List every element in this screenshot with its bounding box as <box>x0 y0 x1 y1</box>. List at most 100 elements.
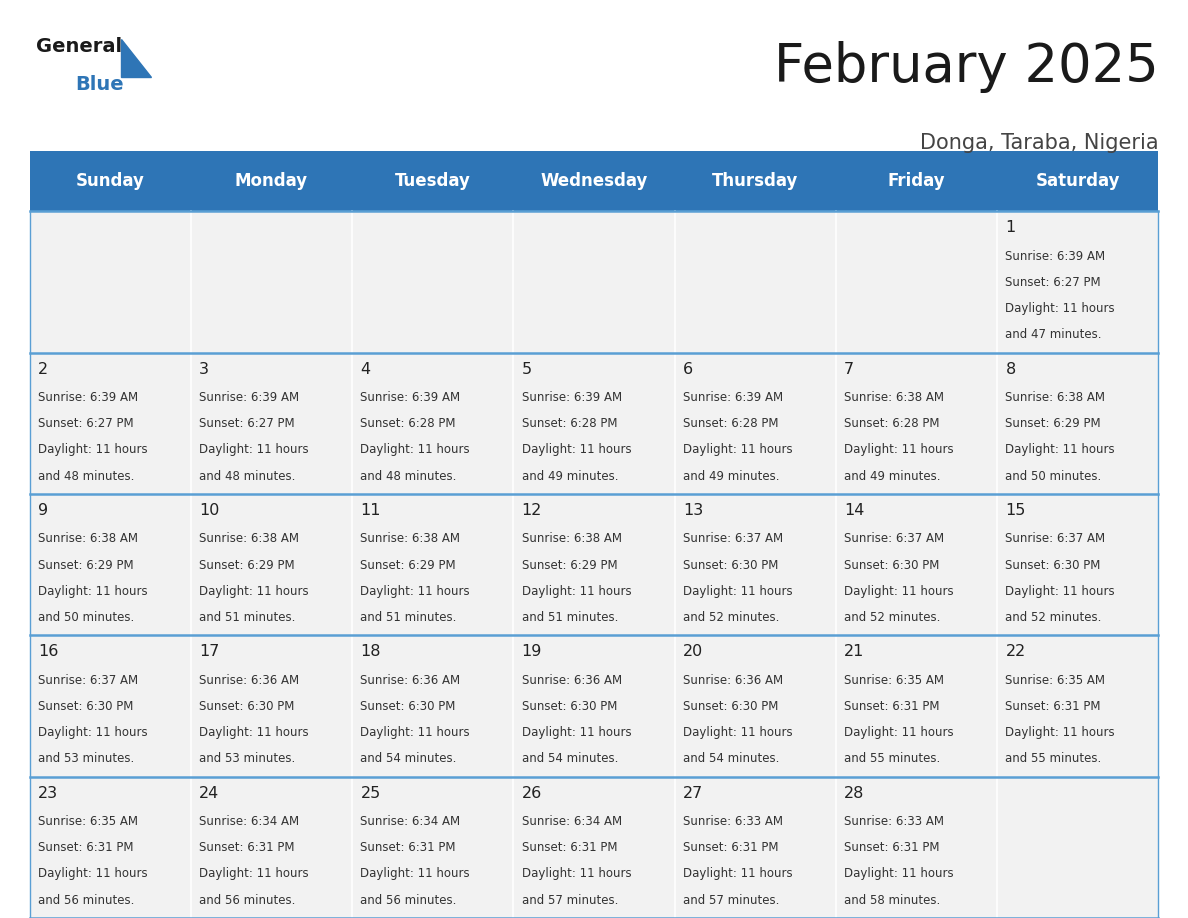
Text: and 54 minutes.: and 54 minutes. <box>522 752 618 766</box>
Text: Friday: Friday <box>887 173 946 190</box>
Bar <box>352 151 513 211</box>
Text: Sunrise: 6:36 AM: Sunrise: 6:36 AM <box>683 674 783 687</box>
Text: Sunrise: 6:34 AM: Sunrise: 6:34 AM <box>200 815 299 828</box>
Text: Sunset: 6:27 PM: Sunset: 6:27 PM <box>200 417 295 431</box>
Text: Sunrise: 6:35 AM: Sunrise: 6:35 AM <box>38 815 138 828</box>
Bar <box>675 635 836 777</box>
Text: Daylight: 11 hours: Daylight: 11 hours <box>360 868 470 880</box>
Bar <box>352 777 513 918</box>
Text: Sunrise: 6:36 AM: Sunrise: 6:36 AM <box>360 674 461 687</box>
Text: 2: 2 <box>38 362 49 376</box>
Text: Sunrise: 6:39 AM: Sunrise: 6:39 AM <box>1005 250 1106 263</box>
Text: Sunrise: 6:38 AM: Sunrise: 6:38 AM <box>200 532 299 545</box>
Bar <box>836 353 997 494</box>
Text: Sunset: 6:31 PM: Sunset: 6:31 PM <box>38 841 133 855</box>
Text: and 56 minutes.: and 56 minutes. <box>200 893 296 907</box>
Text: 25: 25 <box>360 786 380 800</box>
Text: Sunrise: 6:37 AM: Sunrise: 6:37 AM <box>845 532 944 545</box>
Text: and 57 minutes.: and 57 minutes. <box>522 893 618 907</box>
Text: Daylight: 11 hours: Daylight: 11 hours <box>200 726 309 739</box>
Bar <box>513 211 675 353</box>
Text: and 51 minutes.: and 51 minutes. <box>200 610 296 624</box>
Text: 4: 4 <box>360 362 371 376</box>
Text: 22: 22 <box>1005 644 1025 659</box>
Text: Daylight: 11 hours: Daylight: 11 hours <box>200 868 309 880</box>
Text: Sunset: 6:29 PM: Sunset: 6:29 PM <box>200 558 295 572</box>
Text: Sunset: 6:27 PM: Sunset: 6:27 PM <box>38 417 133 431</box>
Text: 13: 13 <box>683 503 703 518</box>
Text: Daylight: 11 hours: Daylight: 11 hours <box>360 726 470 739</box>
Text: Sunrise: 6:38 AM: Sunrise: 6:38 AM <box>360 532 461 545</box>
Bar <box>997 211 1158 353</box>
Text: 23: 23 <box>38 786 58 800</box>
Bar <box>997 494 1158 635</box>
Text: and 50 minutes.: and 50 minutes. <box>38 610 134 624</box>
Bar <box>675 211 836 353</box>
Text: and 48 minutes.: and 48 minutes. <box>200 469 296 483</box>
Text: Sunrise: 6:33 AM: Sunrise: 6:33 AM <box>845 815 944 828</box>
Text: and 56 minutes.: and 56 minutes. <box>38 893 134 907</box>
Text: Sunset: 6:28 PM: Sunset: 6:28 PM <box>845 417 940 431</box>
Text: Sunset: 6:31 PM: Sunset: 6:31 PM <box>522 841 618 855</box>
Bar <box>997 777 1158 918</box>
Text: Sunrise: 6:39 AM: Sunrise: 6:39 AM <box>200 391 299 404</box>
Text: 12: 12 <box>522 503 542 518</box>
Text: and 55 minutes.: and 55 minutes. <box>845 752 941 766</box>
Text: Sunday: Sunday <box>76 173 145 190</box>
Bar <box>513 353 675 494</box>
Text: and 58 minutes.: and 58 minutes. <box>845 893 941 907</box>
Bar <box>513 635 675 777</box>
Bar <box>997 151 1158 211</box>
Text: Wednesday: Wednesday <box>541 173 647 190</box>
Bar <box>836 211 997 353</box>
Text: Daylight: 11 hours: Daylight: 11 hours <box>522 585 631 598</box>
Text: Daylight: 11 hours: Daylight: 11 hours <box>1005 302 1116 315</box>
Text: and 55 minutes.: and 55 minutes. <box>1005 752 1101 766</box>
Text: Sunset: 6:30 PM: Sunset: 6:30 PM <box>38 700 133 713</box>
Text: Daylight: 11 hours: Daylight: 11 hours <box>200 443 309 456</box>
Bar <box>352 635 513 777</box>
Text: Daylight: 11 hours: Daylight: 11 hours <box>1005 585 1116 598</box>
Text: Daylight: 11 hours: Daylight: 11 hours <box>845 868 954 880</box>
Text: Sunrise: 6:39 AM: Sunrise: 6:39 AM <box>683 391 783 404</box>
Bar <box>997 353 1158 494</box>
Text: Sunrise: 6:38 AM: Sunrise: 6:38 AM <box>845 391 944 404</box>
Bar <box>513 777 675 918</box>
Text: Sunset: 6:27 PM: Sunset: 6:27 PM <box>1005 275 1101 289</box>
Text: 26: 26 <box>522 786 542 800</box>
Text: 21: 21 <box>845 644 865 659</box>
Text: Daylight: 11 hours: Daylight: 11 hours <box>38 443 147 456</box>
Text: Sunrise: 6:37 AM: Sunrise: 6:37 AM <box>683 532 783 545</box>
Text: Sunset: 6:30 PM: Sunset: 6:30 PM <box>522 700 617 713</box>
Text: Sunrise: 6:34 AM: Sunrise: 6:34 AM <box>522 815 621 828</box>
Text: and 51 minutes.: and 51 minutes. <box>360 610 457 624</box>
Bar <box>30 353 191 494</box>
Bar <box>191 353 352 494</box>
Text: Sunset: 6:28 PM: Sunset: 6:28 PM <box>360 417 456 431</box>
Text: 11: 11 <box>360 503 381 518</box>
Text: February 2025: February 2025 <box>773 41 1158 94</box>
Text: Daylight: 11 hours: Daylight: 11 hours <box>845 443 954 456</box>
Text: Daylight: 11 hours: Daylight: 11 hours <box>1005 443 1116 456</box>
Text: 16: 16 <box>38 644 58 659</box>
Text: 8: 8 <box>1005 362 1016 376</box>
Text: Sunset: 6:30 PM: Sunset: 6:30 PM <box>845 558 940 572</box>
Bar <box>836 777 997 918</box>
Text: Sunset: 6:31 PM: Sunset: 6:31 PM <box>845 841 940 855</box>
Bar <box>191 777 352 918</box>
Text: and 49 minutes.: and 49 minutes. <box>845 469 941 483</box>
Text: and 48 minutes.: and 48 minutes. <box>38 469 134 483</box>
Text: Sunrise: 6:39 AM: Sunrise: 6:39 AM <box>38 391 138 404</box>
Text: Sunset: 6:31 PM: Sunset: 6:31 PM <box>845 700 940 713</box>
Bar <box>836 494 997 635</box>
Bar <box>30 211 191 353</box>
Polygon shape <box>121 39 151 77</box>
Text: Sunset: 6:31 PM: Sunset: 6:31 PM <box>683 841 778 855</box>
Text: Daylight: 11 hours: Daylight: 11 hours <box>360 585 470 598</box>
Text: and 52 minutes.: and 52 minutes. <box>845 610 941 624</box>
Text: and 53 minutes.: and 53 minutes. <box>200 752 296 766</box>
Text: Sunrise: 6:38 AM: Sunrise: 6:38 AM <box>1005 391 1105 404</box>
Text: Saturday: Saturday <box>1036 173 1120 190</box>
Text: Daylight: 11 hours: Daylight: 11 hours <box>845 585 954 598</box>
Text: and 51 minutes.: and 51 minutes. <box>522 610 618 624</box>
